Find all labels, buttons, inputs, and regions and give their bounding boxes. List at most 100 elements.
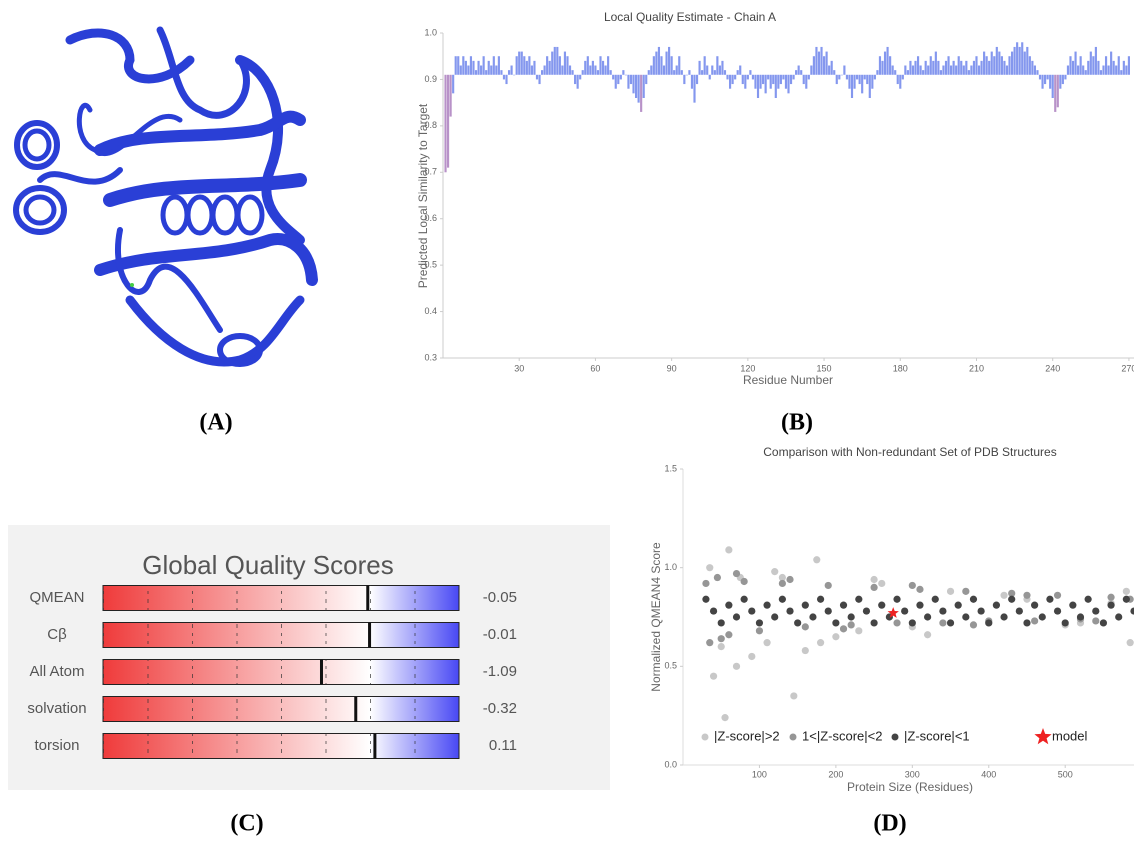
bar: [876, 70, 879, 75]
point: [1130, 607, 1134, 615]
bar: [746, 74, 749, 80]
bar: [673, 70, 676, 75]
point: [763, 601, 771, 609]
point: [1031, 617, 1039, 625]
bar: [637, 74, 640, 103]
legend-marker: [789, 733, 797, 741]
bar: [1021, 42, 1024, 75]
point: [946, 587, 955, 595]
bar: [530, 65, 533, 75]
bar: [647, 70, 650, 75]
bar: [1016, 42, 1019, 75]
bar: [1077, 65, 1080, 75]
bar: [1092, 56, 1095, 75]
bar: [1099, 70, 1103, 75]
bar: [911, 65, 915, 75]
bar: [502, 74, 506, 80]
bar: [571, 70, 574, 75]
bar: [568, 65, 572, 75]
bar: [505, 74, 508, 85]
bar: [690, 74, 694, 89]
bar: [853, 74, 856, 89]
bar: [703, 56, 706, 75]
point: [893, 595, 901, 603]
bar: [909, 60, 912, 75]
bar: [706, 65, 709, 75]
bar: [736, 70, 739, 75]
bar: [797, 65, 800, 75]
bar: [1097, 60, 1100, 75]
bar: [629, 74, 633, 85]
row-label: solvation: [27, 700, 86, 717]
bar: [591, 60, 594, 75]
bar: [444, 74, 447, 173]
bar: [970, 65, 973, 75]
bar: [668, 46, 671, 75]
point: [878, 601, 886, 609]
panel-label: (C): [230, 811, 263, 837]
point: [969, 595, 978, 603]
bar: [899, 74, 902, 89]
bar: [513, 74, 516, 76]
point: [977, 607, 985, 615]
y-tick-label: 0.8: [424, 120, 437, 130]
point: [725, 601, 733, 609]
y-tick-label: 0.3: [424, 352, 437, 362]
bar: [500, 70, 503, 75]
point: [778, 579, 786, 588]
bar: [1023, 51, 1026, 75]
bar: [609, 70, 612, 75]
score-marker: [368, 622, 372, 648]
bar: [1054, 74, 1057, 112]
bar: [1127, 56, 1130, 75]
point: [901, 607, 909, 615]
bar: [947, 56, 950, 75]
point: [1122, 595, 1130, 603]
bar: [967, 70, 970, 75]
bar: [1044, 74, 1047, 85]
score-marker: [354, 696, 358, 722]
point: [713, 573, 721, 582]
bar: [942, 65, 945, 75]
y-tick-label: 0.4: [424, 306, 437, 316]
point: [786, 575, 794, 584]
bar: [655, 51, 658, 75]
bar: [779, 74, 782, 85]
y-axis-label: Normalized QMEAN4 Score: [649, 542, 663, 692]
bar: [515, 56, 518, 75]
bar: [807, 74, 810, 80]
bar: [894, 70, 897, 75]
bar: [1117, 56, 1120, 75]
bar: [1008, 56, 1011, 75]
x-axis-label: Protein Size (Residues): [847, 780, 973, 794]
point: [794, 619, 802, 627]
bar: [1066, 65, 1070, 75]
bar: [889, 56, 892, 75]
bar: [601, 60, 605, 75]
bar: [594, 65, 597, 75]
bar: [474, 70, 478, 75]
panel-label: (D): [873, 811, 906, 837]
point: [832, 619, 840, 627]
bar: [525, 60, 528, 75]
bar: [584, 60, 587, 75]
bar: [990, 51, 993, 75]
bar: [838, 74, 841, 80]
bar: [718, 65, 721, 75]
y-tick-label: 0.5: [424, 260, 437, 270]
bar: [868, 74, 871, 98]
bar: [485, 70, 488, 75]
bar: [980, 60, 983, 75]
bar: [683, 74, 686, 85]
bar: [556, 46, 559, 75]
bar: [1064, 74, 1067, 80]
point: [908, 581, 916, 590]
point: [748, 652, 756, 661]
point: [755, 627, 764, 635]
x-tick-label: 240: [1045, 363, 1060, 373]
point: [778, 595, 786, 603]
point: [1107, 593, 1115, 601]
bar: [916, 56, 920, 75]
bar: [1031, 60, 1034, 75]
legend-label: 1<|Z-score|<2: [802, 728, 882, 743]
